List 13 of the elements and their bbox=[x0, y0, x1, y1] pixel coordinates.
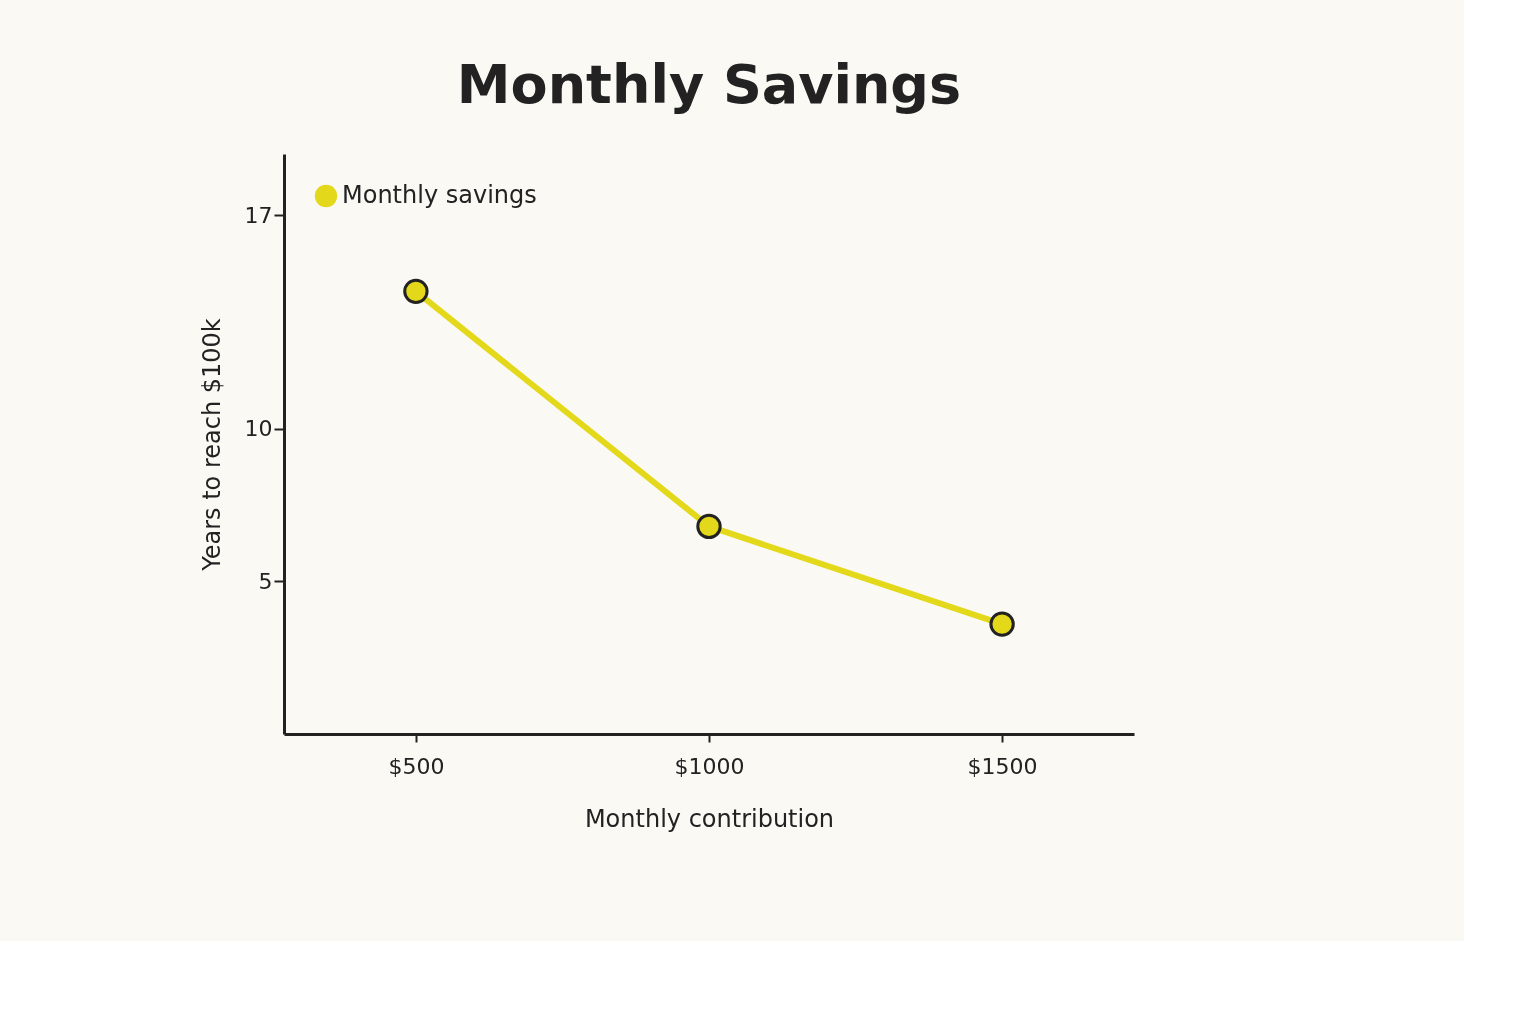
x-tick-label: $1000 bbox=[674, 753, 745, 779]
y-tick-label: 10 bbox=[244, 416, 273, 442]
y-tick-label: 5 bbox=[258, 568, 273, 594]
y-tick-label: 17 bbox=[244, 202, 273, 228]
legend-label: Monthly savings bbox=[342, 181, 537, 209]
point bbox=[403, 278, 429, 305]
x-tick-label: $1500 bbox=[967, 753, 1038, 779]
point bbox=[696, 513, 722, 540]
point bbox=[989, 611, 1015, 637]
x-tick-label: $500 bbox=[388, 753, 445, 779]
chart-title: Monthly Savings bbox=[456, 53, 962, 116]
x-axis-title: Monthly contribution bbox=[584, 804, 835, 833]
y-axis-title: Years to reach $100k bbox=[197, 318, 226, 572]
